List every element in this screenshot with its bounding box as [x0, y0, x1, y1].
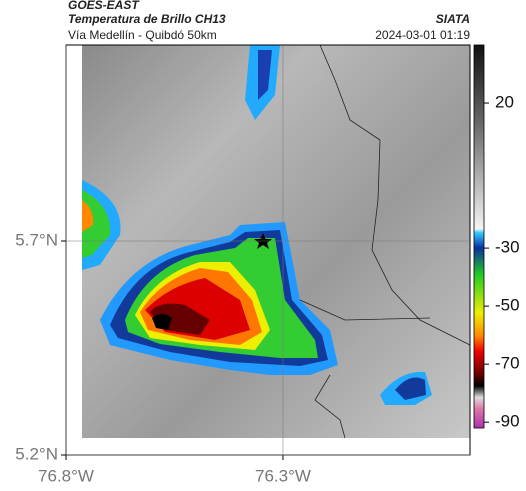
- colorbar-label: -50: [495, 296, 520, 315]
- route: Vía Medellín - Quibdó 50km: [68, 28, 217, 42]
- timestamp: 2024-03-01 01:19: [375, 28, 470, 42]
- y-tick-label: 5.7°N: [15, 230, 58, 249]
- y-tick-label: 5.2°N: [15, 444, 58, 463]
- x-tick-label: 76.3°W: [255, 466, 311, 485]
- x-tick-label: 76.8°W: [38, 466, 94, 485]
- subtitle: Temperatura de Brillo CH13: [68, 12, 226, 26]
- colorbar-label: 20: [495, 93, 514, 112]
- colorbar-label: -30: [495, 238, 520, 257]
- title: GOES-EAST: [68, 0, 140, 12]
- colorbar-label: -90: [495, 412, 520, 431]
- source: SIATA: [436, 12, 470, 26]
- colorbar-label: -70: [495, 354, 520, 373]
- colorbar: [473, 44, 485, 429]
- imagery: [82, 44, 471, 439]
